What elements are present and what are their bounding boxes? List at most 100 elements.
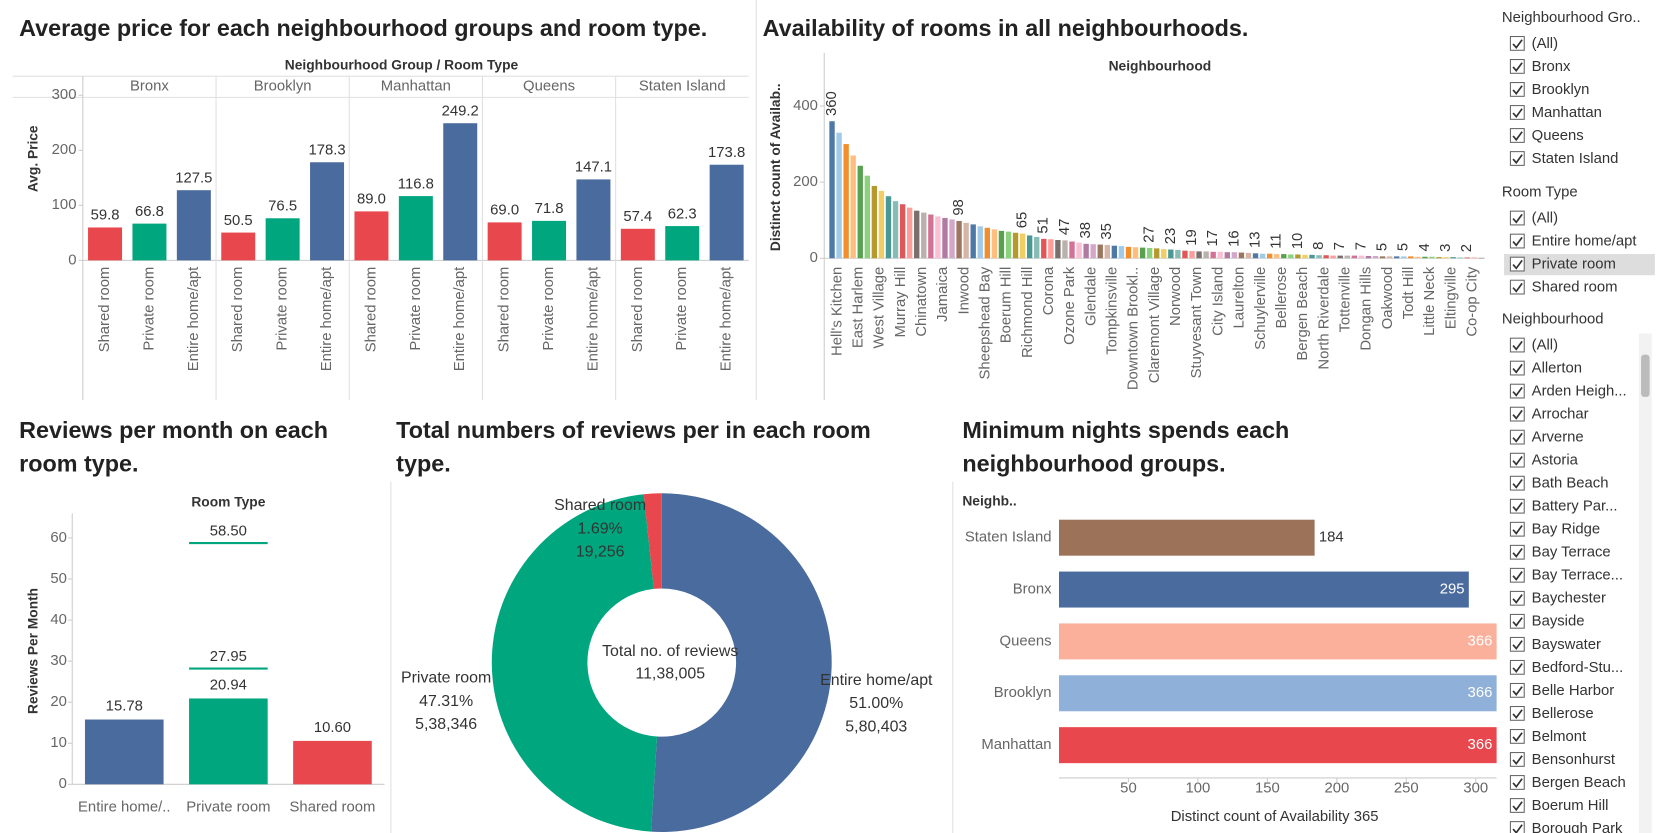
checkbox[interactable] xyxy=(1509,729,1525,744)
filter-option[interactable]: Allerton xyxy=(1532,361,1582,377)
checkbox[interactable] xyxy=(1509,752,1525,767)
filter-option[interactable]: Bayside xyxy=(1532,614,1585,630)
bar xyxy=(1058,571,1469,608)
checkbox[interactable] xyxy=(1509,613,1525,629)
value-label: 51 xyxy=(1036,217,1052,233)
bar xyxy=(487,222,522,261)
checkbox[interactable] xyxy=(1509,82,1525,97)
bar xyxy=(1058,675,1497,712)
filter-option[interactable]: Bath Beach xyxy=(1532,476,1609,492)
filter-option[interactable]: Bergen Beach xyxy=(1532,775,1626,791)
scrollbar[interactable] xyxy=(1638,333,1652,833)
x-tick-label: Tompkinsville xyxy=(1105,267,1121,355)
checkbox[interactable] xyxy=(1509,544,1525,560)
filter-option[interactable]: Bellerose xyxy=(1532,706,1594,722)
checkbox[interactable] xyxy=(1509,567,1525,583)
filter-option[interactable]: (All) xyxy=(1532,211,1558,227)
filter-option[interactable]: Astoria xyxy=(1532,453,1579,469)
value-label: 65 xyxy=(1015,212,1031,228)
checkbox[interactable] xyxy=(1509,798,1525,813)
value-label: 17 xyxy=(1205,230,1221,246)
bar xyxy=(265,218,300,261)
checkbox[interactable] xyxy=(1509,105,1525,120)
checkbox[interactable] xyxy=(1509,59,1525,74)
checkbox[interactable] xyxy=(1509,360,1525,376)
x-tick-label: Norwood xyxy=(1168,267,1184,326)
scroll-thumb[interactable] xyxy=(1641,354,1650,397)
checkbox[interactable] xyxy=(1509,498,1525,514)
filter-option[interactable]: (All) xyxy=(1532,36,1558,52)
filter-option[interactable]: Baychester xyxy=(1532,591,1606,607)
x-tick-label: Hell's Kitchen xyxy=(829,267,845,356)
bar xyxy=(1372,255,1379,259)
y-tick-label: Queens xyxy=(1000,633,1052,649)
checkbox[interactable] xyxy=(1509,682,1525,698)
filter-option[interactable]: Bayswater xyxy=(1532,637,1601,653)
x-tick-label: 150 xyxy=(1255,780,1280,796)
x-tick-label: Sheepshead Bay xyxy=(977,266,993,379)
filter-option[interactable]: Queens xyxy=(1532,128,1584,144)
filter-option[interactable]: Staten Island xyxy=(1532,151,1619,167)
checkbox[interactable] xyxy=(1509,636,1525,652)
checkbox[interactable] xyxy=(1509,775,1525,790)
x-tick-label: 200 xyxy=(1324,780,1349,796)
checkbox[interactable] xyxy=(1509,406,1525,422)
filter-option[interactable]: Belle Harbor xyxy=(1532,683,1615,699)
filter-option[interactable]: Bay Terrace xyxy=(1532,545,1611,561)
checkbox[interactable] xyxy=(1509,210,1525,226)
filter-option[interactable]: Battery Par... xyxy=(1532,499,1618,515)
filter-option[interactable]: Borough Park xyxy=(1532,821,1623,833)
filter-option[interactable]: Arrochar xyxy=(1532,407,1589,423)
filter-option[interactable]: Entire home/apt xyxy=(1532,234,1638,250)
slice-value: 5,38,346 xyxy=(415,716,477,733)
filter-option[interactable]: Private room xyxy=(1532,257,1616,273)
filter-option[interactable]: Shared room xyxy=(1532,280,1618,296)
checkbox[interactable] xyxy=(1509,128,1525,143)
donut-slice xyxy=(491,494,658,832)
x-tick-label: Downtown Brookl.. xyxy=(1126,267,1142,390)
checkbox[interactable] xyxy=(1509,279,1525,295)
check-mark xyxy=(1512,571,1523,581)
filter-option[interactable]: Bay Terrace... xyxy=(1532,568,1623,584)
value-label: 10.60 xyxy=(314,720,351,736)
checkbox[interactable] xyxy=(1509,452,1525,468)
checkbox[interactable] xyxy=(1509,590,1525,606)
filter-option[interactable]: Belmont xyxy=(1532,729,1587,745)
checkbox[interactable] xyxy=(1509,659,1525,675)
filter-option[interactable]: Manhattan xyxy=(1532,105,1602,121)
checkbox[interactable] xyxy=(1509,475,1525,491)
checkbox[interactable] xyxy=(1509,383,1525,399)
bar xyxy=(935,216,941,259)
filter-option[interactable]: Arden Heigh... xyxy=(1532,384,1627,400)
x-tick-label: East Harlem xyxy=(850,267,866,348)
value-label: 47 xyxy=(1057,219,1073,235)
bar xyxy=(1266,253,1273,259)
checkbox[interactable] xyxy=(1509,821,1525,833)
bar xyxy=(1048,239,1054,259)
checkbox[interactable] xyxy=(1509,705,1525,721)
bar xyxy=(132,223,167,261)
filter-option[interactable]: Brooklyn xyxy=(1532,82,1590,98)
x-tick-label: Glendale xyxy=(1083,267,1099,326)
filter-option[interactable]: Bronx xyxy=(1532,59,1571,75)
checkbox[interactable] xyxy=(1509,256,1525,272)
filter-option[interactable]: Boerum Hill xyxy=(1532,798,1609,814)
bar xyxy=(1034,236,1040,259)
checkbox[interactable] xyxy=(1509,233,1525,249)
bar xyxy=(1076,242,1082,259)
filter-option[interactable]: Bay Ridge xyxy=(1532,522,1601,538)
checkbox[interactable] xyxy=(1509,429,1525,445)
filter-option[interactable]: Arverne xyxy=(1532,430,1584,446)
slice-percent: 1.69% xyxy=(578,520,623,537)
filter-option[interactable]: (All) xyxy=(1532,338,1558,354)
checkbox[interactable] xyxy=(1509,151,1525,166)
filter-option[interactable]: Bensonhurst xyxy=(1532,752,1616,768)
bar xyxy=(1161,249,1167,259)
filter-option[interactable]: Bedford-Stu... xyxy=(1532,660,1624,676)
checkbox[interactable] xyxy=(1509,521,1525,537)
x-tick-label: Oakwood xyxy=(1380,267,1396,330)
bar xyxy=(1203,251,1209,259)
checkbox[interactable] xyxy=(1509,337,1525,353)
checkbox[interactable] xyxy=(1509,35,1525,51)
check-mark xyxy=(1512,663,1523,673)
